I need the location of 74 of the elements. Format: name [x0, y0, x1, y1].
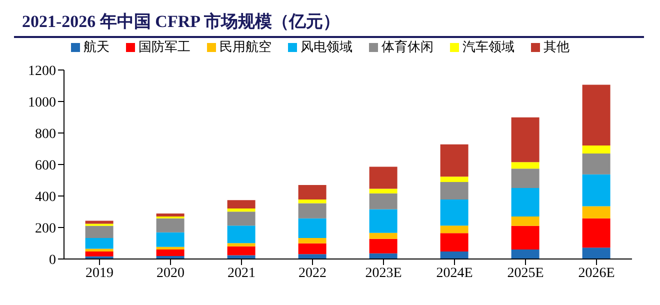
bar — [227, 212, 256, 226]
bar — [582, 174, 610, 206]
bar — [511, 168, 540, 188]
bar — [511, 250, 540, 259]
y-tick-label: 0 — [49, 252, 56, 268]
bar — [582, 248, 610, 259]
bar — [369, 166, 398, 189]
bar — [85, 220, 114, 224]
bar — [227, 243, 256, 246]
bar — [85, 251, 114, 256]
y-tick-label: 200 — [35, 221, 56, 236]
bar — [156, 250, 184, 256]
y-tick-label: 1200 — [28, 64, 56, 79]
legend-label: 体育休闲 — [380, 38, 434, 56]
bar — [582, 145, 610, 154]
bar — [85, 248, 114, 252]
bar — [369, 209, 398, 233]
legend-label: 风电领域 — [300, 39, 352, 56]
x-tick-label: 2020 — [156, 266, 184, 281]
x-tick-label: 2024E — [436, 266, 473, 281]
bar — [85, 238, 114, 249]
legend-label: 汽车领域 — [462, 39, 514, 56]
legend-label: 航天 — [82, 39, 110, 56]
y-tick-label: 800 — [35, 126, 56, 142]
legend-label: 国防军工 — [138, 39, 190, 56]
bar — [298, 203, 326, 218]
bar — [227, 200, 256, 208]
bar — [298, 218, 326, 238]
bar — [298, 238, 326, 244]
bar — [227, 255, 256, 259]
bar — [582, 218, 610, 248]
bar — [369, 188, 398, 194]
x-tick-label: 2022 — [298, 266, 326, 281]
bar — [85, 226, 114, 238]
bar — [511, 216, 540, 226]
bar — [511, 162, 540, 169]
bar — [298, 254, 326, 259]
bar — [511, 117, 540, 162]
bar — [156, 213, 184, 216]
chart-title: 2021-2026 年中国 CFRP 市场规模（亿元） — [21, 11, 341, 33]
bar — [298, 184, 326, 200]
bar — [511, 188, 540, 216]
bar — [369, 232, 398, 239]
legend-label: 其他 — [542, 39, 570, 56]
bar — [440, 251, 468, 259]
bar — [369, 193, 398, 210]
y-tick-label: 400 — [35, 190, 56, 205]
bar — [156, 246, 184, 250]
bar — [440, 233, 468, 252]
bar — [440, 144, 468, 177]
x-tick-label: 2025E — [507, 266, 544, 281]
legend-label: 民用航空 — [218, 39, 272, 56]
y-tick-label: 600 — [35, 158, 56, 174]
bar — [156, 218, 184, 232]
bar — [227, 208, 256, 212]
bar — [156, 232, 184, 247]
bar — [582, 84, 610, 146]
x-tick-label: 2019 — [86, 266, 114, 281]
bar — [582, 206, 610, 218]
y-tick-label: 1000 — [28, 95, 56, 110]
bar — [298, 243, 326, 254]
x-tick-label: 2023E — [365, 266, 402, 281]
bar — [227, 226, 256, 244]
bar — [298, 199, 326, 204]
x-tick-label: 2021 — [228, 266, 256, 281]
bar — [582, 153, 610, 174]
bar — [227, 246, 256, 256]
bar — [440, 226, 468, 234]
bar — [440, 182, 468, 200]
bar — [440, 176, 468, 182]
x-tick-label: 2026E — [578, 266, 615, 281]
bar — [369, 238, 398, 254]
bar — [440, 199, 468, 226]
bar — [511, 226, 540, 250]
